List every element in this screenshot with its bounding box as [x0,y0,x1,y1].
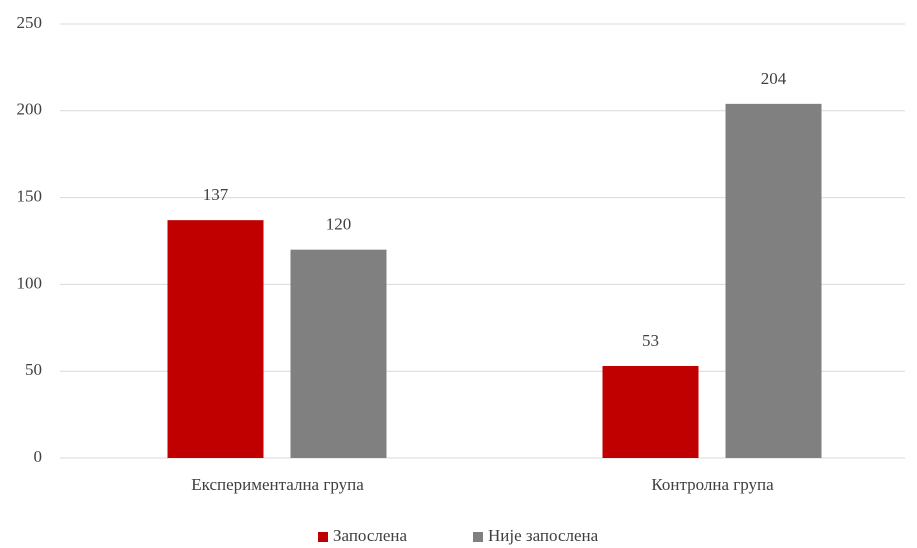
y-tick-label: 200 [17,100,43,119]
y-tick-label: 150 [17,187,43,206]
y-tick-label: 100 [17,273,43,292]
data-label: 53 [642,331,659,350]
y-tick-label: 50 [25,360,42,379]
data-label: 120 [326,215,352,234]
data-label: 137 [203,185,229,204]
y-tick-label: 250 [17,13,43,32]
data-label: 204 [761,69,787,88]
bar [167,220,264,458]
bar [602,365,699,458]
legend-label: Није запослена [488,526,599,545]
bar [725,103,822,458]
bar [290,249,387,458]
legend-label: Запослена [333,526,408,545]
legend-swatch [473,532,483,542]
x-tick-label: Експериментална група [191,475,364,494]
y-tick-label: 0 [34,447,43,466]
legend-swatch [318,532,328,542]
x-tick-label: Контролна група [651,475,774,494]
